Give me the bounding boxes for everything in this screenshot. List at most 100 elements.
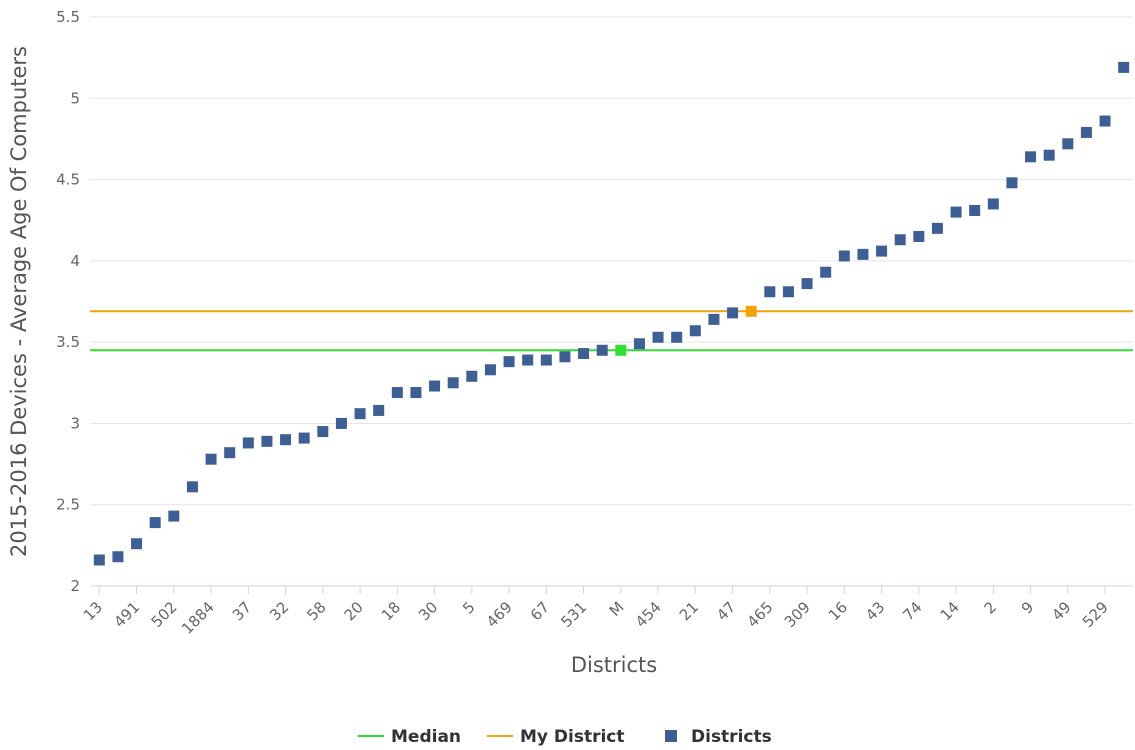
district-point[interactable] bbox=[838, 250, 850, 262]
district-point[interactable] bbox=[1006, 177, 1018, 189]
district-point[interactable] bbox=[689, 325, 701, 337]
district-point[interactable] bbox=[782, 286, 794, 298]
district-point[interactable] bbox=[540, 354, 552, 366]
x-tick-label: 502 bbox=[148, 598, 181, 631]
x-tick-label: 5 bbox=[459, 598, 478, 617]
y-tick-label: 5.5 bbox=[56, 8, 80, 26]
district-point[interactable] bbox=[522, 354, 534, 366]
x-tick-label: 58 bbox=[303, 598, 329, 624]
district-point[interactable] bbox=[391, 387, 403, 399]
legend-item-my-district[interactable]: My District bbox=[487, 727, 625, 747]
district-point[interactable] bbox=[652, 331, 664, 343]
district-point[interactable] bbox=[950, 206, 962, 218]
district-point[interactable] bbox=[931, 222, 943, 234]
x-tick-label: 18 bbox=[378, 598, 404, 624]
district-point[interactable] bbox=[671, 331, 683, 343]
district-point[interactable] bbox=[894, 234, 906, 246]
district-point[interactable] bbox=[224, 447, 236, 459]
district-point[interactable] bbox=[596, 344, 608, 356]
district-point[interactable] bbox=[205, 453, 217, 465]
x-tick-label: 529 bbox=[1079, 598, 1112, 631]
district-point[interactable] bbox=[820, 266, 832, 278]
district-point[interactable] bbox=[242, 437, 254, 449]
x-tick-label: 32 bbox=[266, 598, 292, 624]
district-point[interactable] bbox=[466, 370, 478, 382]
legend-label: Districts bbox=[691, 727, 772, 747]
legend-label: My District bbox=[520, 727, 625, 747]
district-point[interactable] bbox=[559, 351, 571, 363]
x-tick-label: 465 bbox=[744, 598, 777, 631]
district-point[interactable] bbox=[708, 313, 720, 325]
district-point[interactable] bbox=[1099, 115, 1111, 127]
district-point[interactable] bbox=[987, 198, 999, 210]
district-point[interactable] bbox=[857, 248, 869, 260]
x-tick-label: 1884 bbox=[178, 598, 218, 638]
legend-square-marker bbox=[665, 730, 677, 742]
x-tick-label: 47 bbox=[713, 598, 739, 624]
district-point[interactable] bbox=[1062, 138, 1074, 150]
district-point[interactable] bbox=[484, 364, 496, 376]
district-point[interactable] bbox=[410, 387, 422, 399]
district-point[interactable] bbox=[112, 551, 124, 563]
district-point[interactable] bbox=[447, 377, 459, 389]
x-tick-label: 454 bbox=[632, 598, 665, 631]
legend-label: Median bbox=[391, 727, 461, 747]
district-point[interactable] bbox=[913, 230, 925, 242]
district-point[interactable] bbox=[727, 307, 739, 319]
district-point[interactable] bbox=[876, 245, 888, 257]
x-tick-label: 37 bbox=[229, 598, 255, 624]
y-axis-title: 2015-2016 Devices - Average Age Of Compu… bbox=[7, 46, 31, 557]
reference-lines bbox=[90, 310, 1133, 352]
district-point[interactable] bbox=[969, 204, 981, 216]
gridlines bbox=[90, 16, 1133, 506]
district-point[interactable] bbox=[1025, 151, 1037, 163]
x-tick-label: 2 bbox=[981, 598, 1000, 617]
district-point[interactable] bbox=[354, 408, 366, 420]
district-point[interactable] bbox=[186, 481, 198, 493]
legend-item-median[interactable]: Median bbox=[358, 727, 461, 747]
x-tick-label: 43 bbox=[862, 598, 888, 624]
district-point[interactable] bbox=[633, 338, 645, 350]
district-point[interactable] bbox=[503, 356, 515, 368]
district-point[interactable] bbox=[335, 417, 347, 429]
x-tick-label: 14 bbox=[937, 598, 963, 624]
district-point[interactable] bbox=[373, 404, 385, 416]
y-tick-label: 3 bbox=[70, 414, 80, 432]
x-tick-label: 67 bbox=[527, 598, 553, 624]
district-point[interactable] bbox=[1080, 126, 1092, 138]
district-point[interactable] bbox=[261, 435, 273, 447]
district-point[interactable] bbox=[149, 517, 161, 529]
x-tick-label: 16 bbox=[825, 598, 851, 624]
district-point[interactable] bbox=[168, 510, 180, 522]
legend[interactable]: Median My District Districts bbox=[358, 727, 772, 747]
district-point[interactable] bbox=[764, 286, 776, 298]
district-point[interactable] bbox=[298, 432, 310, 444]
data-points[interactable] bbox=[93, 61, 1130, 566]
y-tick-label: 5 bbox=[70, 89, 80, 107]
x-tick-label: 309 bbox=[781, 598, 814, 631]
x-tick-label: 21 bbox=[676, 598, 702, 624]
x-tick-label: 20 bbox=[341, 598, 367, 624]
district-point[interactable] bbox=[1043, 149, 1055, 161]
x-tick-label: 469 bbox=[483, 598, 516, 631]
district-point[interactable] bbox=[280, 434, 292, 446]
district-point[interactable] bbox=[317, 426, 329, 438]
x-tick-label: M bbox=[606, 598, 628, 620]
district-point[interactable] bbox=[131, 538, 143, 550]
district-point[interactable] bbox=[93, 554, 105, 566]
highlight-point[interactable] bbox=[615, 344, 627, 356]
y-tick-label: 2 bbox=[70, 577, 80, 595]
legend-item-districts[interactable]: Districts bbox=[665, 727, 772, 747]
district-point[interactable] bbox=[429, 380, 441, 392]
y-tick-label: 4.5 bbox=[56, 171, 80, 189]
district-point[interactable] bbox=[801, 278, 813, 290]
y-tick-label: 4 bbox=[70, 252, 80, 270]
district-point[interactable] bbox=[578, 348, 590, 360]
y-tick-label: 3.5 bbox=[56, 333, 80, 351]
highlight-point[interactable] bbox=[745, 305, 757, 317]
x-tick-label: 9 bbox=[1018, 598, 1037, 617]
district-point[interactable] bbox=[1118, 61, 1130, 73]
x-tick-label: 13 bbox=[80, 598, 106, 624]
